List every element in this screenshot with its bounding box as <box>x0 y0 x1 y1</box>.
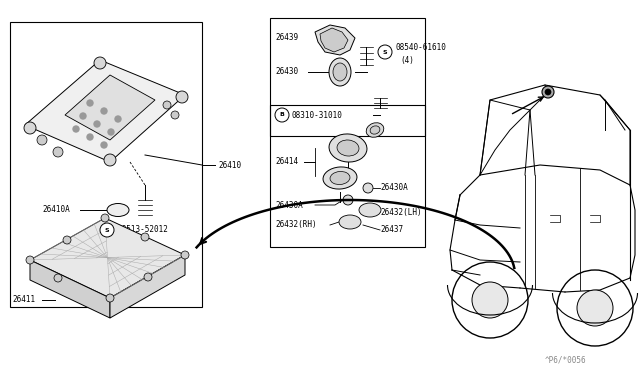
Circle shape <box>73 126 79 132</box>
Circle shape <box>545 89 551 95</box>
Text: 26430A: 26430A <box>380 183 408 192</box>
Circle shape <box>94 57 106 69</box>
Text: S: S <box>383 49 387 55</box>
Text: 08310-31010: 08310-31010 <box>292 110 343 119</box>
Ellipse shape <box>323 167 357 189</box>
Bar <box>10 22 202 307</box>
Text: 26432(RH): 26432(RH) <box>275 221 317 230</box>
Text: 08513-52012: 08513-52012 <box>118 225 169 234</box>
Text: 08540-61610: 08540-61610 <box>395 44 446 52</box>
Text: 26410A: 26410A <box>42 205 70 215</box>
Circle shape <box>24 122 36 134</box>
Ellipse shape <box>359 203 381 217</box>
Circle shape <box>101 214 109 222</box>
Circle shape <box>104 154 116 166</box>
Polygon shape <box>30 218 185 298</box>
Circle shape <box>378 45 392 59</box>
Ellipse shape <box>339 215 361 229</box>
Circle shape <box>100 223 114 237</box>
Ellipse shape <box>366 123 384 137</box>
Text: S: S <box>105 228 109 232</box>
Bar <box>270 18 425 136</box>
Ellipse shape <box>329 134 367 162</box>
Polygon shape <box>315 25 355 55</box>
Text: 26439: 26439 <box>275 33 298 42</box>
Text: 26437: 26437 <box>380 225 403 234</box>
Text: 26410: 26410 <box>218 160 241 170</box>
Polygon shape <box>65 75 155 140</box>
Ellipse shape <box>333 63 347 81</box>
Polygon shape <box>110 255 185 318</box>
Circle shape <box>181 251 189 259</box>
Ellipse shape <box>329 58 351 86</box>
Circle shape <box>542 86 554 98</box>
Circle shape <box>171 111 179 119</box>
Circle shape <box>37 135 47 145</box>
Ellipse shape <box>107 203 129 217</box>
Circle shape <box>176 91 188 103</box>
Polygon shape <box>25 60 185 162</box>
Circle shape <box>80 113 86 119</box>
Ellipse shape <box>330 171 350 185</box>
Polygon shape <box>320 28 348 52</box>
Circle shape <box>54 274 62 282</box>
Text: 26411: 26411 <box>12 295 35 305</box>
Ellipse shape <box>337 140 359 156</box>
Circle shape <box>363 183 373 193</box>
Circle shape <box>106 294 114 302</box>
Circle shape <box>163 101 171 109</box>
Circle shape <box>108 129 114 135</box>
Polygon shape <box>30 260 110 318</box>
Circle shape <box>87 100 93 106</box>
Text: 26430: 26430 <box>275 67 298 77</box>
Circle shape <box>94 121 100 127</box>
Text: 26432(LH): 26432(LH) <box>380 208 422 217</box>
Text: (4): (4) <box>400 55 414 64</box>
Circle shape <box>141 233 149 241</box>
Circle shape <box>101 108 107 114</box>
Bar <box>270 105 425 247</box>
Text: ^P6/*0056: ^P6/*0056 <box>545 356 587 365</box>
Circle shape <box>144 273 152 281</box>
Circle shape <box>275 108 289 122</box>
Circle shape <box>577 290 613 326</box>
Text: 26414: 26414 <box>275 157 298 167</box>
Circle shape <box>115 116 121 122</box>
Text: 26430A: 26430A <box>275 201 303 209</box>
Circle shape <box>53 147 63 157</box>
Circle shape <box>472 282 508 318</box>
Circle shape <box>343 195 353 205</box>
Circle shape <box>101 142 107 148</box>
Circle shape <box>26 256 34 264</box>
Circle shape <box>87 134 93 140</box>
Circle shape <box>63 236 71 244</box>
Text: B: B <box>280 112 284 118</box>
Ellipse shape <box>370 126 380 134</box>
